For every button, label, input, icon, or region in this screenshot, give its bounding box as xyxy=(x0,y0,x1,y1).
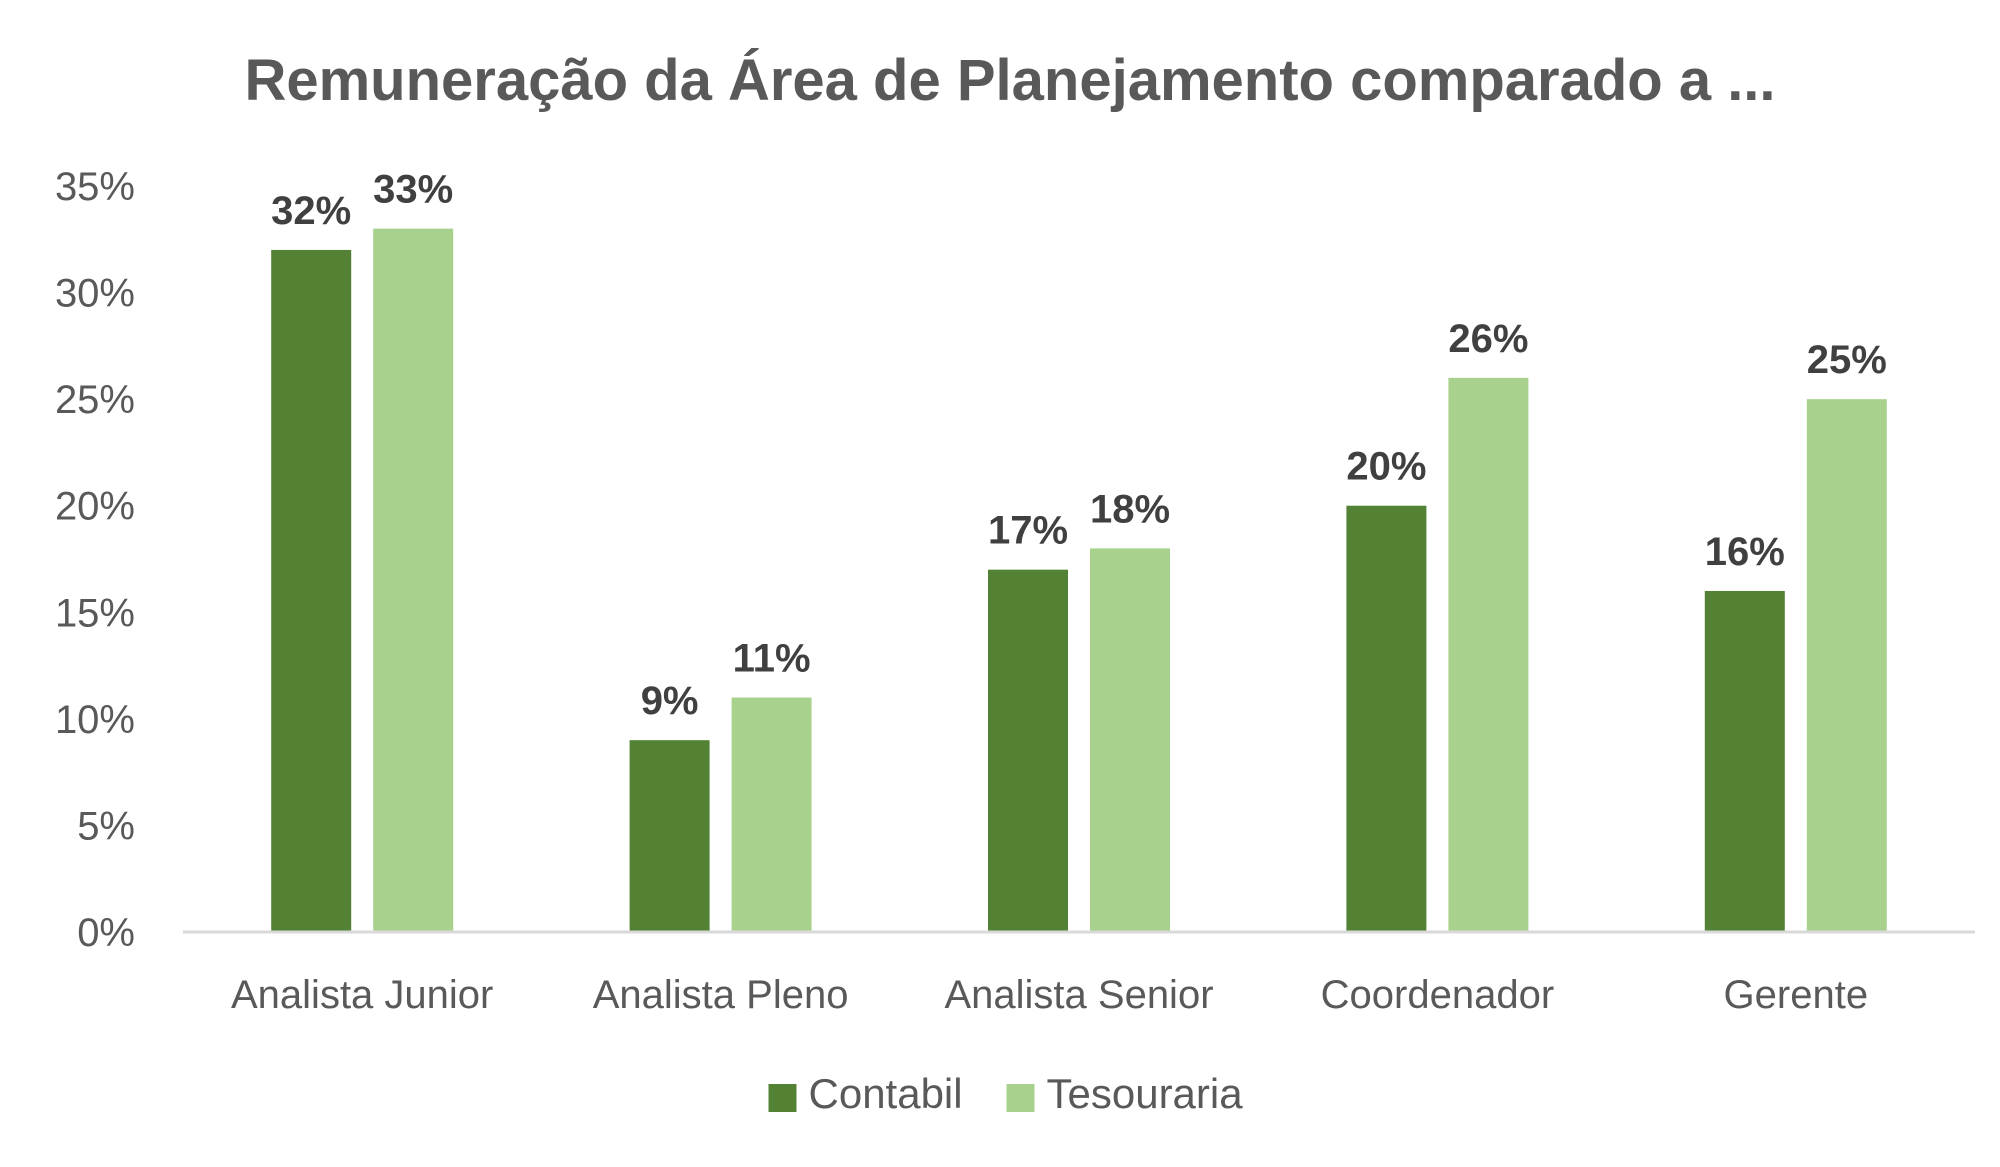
bar-tesouraria-analista-pleno xyxy=(731,697,812,932)
data-label: 17% xyxy=(988,509,1068,553)
bar-tesouraria-analista-junior xyxy=(373,228,454,933)
legend-label: Tesouraria xyxy=(1047,1070,1244,1117)
y-tick-label: 30% xyxy=(55,272,135,316)
legend-swatch xyxy=(1006,1084,1035,1112)
data-label: 9% xyxy=(641,679,699,723)
bar-contabil-analista-pleno xyxy=(629,740,710,932)
x-category-label: Gerente xyxy=(1724,973,1869,1017)
bar-tesouraria-analista-senior xyxy=(1090,548,1170,932)
legend-item-tesouraria: Tesouraria xyxy=(1006,1070,1244,1117)
legend-swatch xyxy=(768,1084,797,1112)
bars xyxy=(271,228,1887,933)
bar-contabil-analista-senior xyxy=(988,569,1068,932)
bar-contabil-coordenador xyxy=(1346,505,1427,932)
legend: Contabil Tesouraria xyxy=(768,1070,1244,1117)
x-category-label: Coordenador xyxy=(1321,973,1555,1017)
data-label: 26% xyxy=(1448,317,1528,361)
x-category-label: Analista Senior xyxy=(944,973,1213,1017)
y-tick-label: 15% xyxy=(55,591,135,635)
bar-tesouraria-gerente xyxy=(1806,399,1887,933)
x-axis: Analista Junior Analista Pleno Analista Se… xyxy=(231,973,1868,1017)
bar-tesouraria-coordenador xyxy=(1448,377,1529,932)
y-tick-label: 10% xyxy=(55,698,135,742)
y-tick-label: 0% xyxy=(77,911,135,955)
data-label: 20% xyxy=(1346,445,1426,489)
data-label: 25% xyxy=(1807,338,1887,382)
x-category-label: Analista Pleno xyxy=(593,973,849,1017)
legend-label: Contabil xyxy=(809,1070,963,1117)
chart-title: Remuneração da Área de Planejamento comp… xyxy=(244,48,1775,113)
x-category-label: Analista Junior xyxy=(231,973,493,1017)
bar-contabil-analista-junior xyxy=(271,249,352,932)
data-label: 16% xyxy=(1705,530,1785,574)
y-tick-label: 35% xyxy=(55,165,135,209)
y-tick-label: 25% xyxy=(55,378,135,422)
data-label: 32% xyxy=(271,189,351,233)
y-tick-label: 5% xyxy=(77,804,135,848)
legend-item-contabil: Contabil xyxy=(768,1070,963,1117)
y-axis: 0% 5% 10% 15% 20% 25% 30% 35% xyxy=(55,165,135,955)
data-label: 11% xyxy=(733,637,811,681)
data-label: 33% xyxy=(373,168,453,212)
y-tick-label: 20% xyxy=(55,485,135,529)
bar-contabil-gerente xyxy=(1704,590,1785,932)
data-label: 18% xyxy=(1090,487,1170,531)
data-labels: 32% 33% 9% 11% 17% 18% 20% 26% 16% 25% xyxy=(271,168,1887,724)
